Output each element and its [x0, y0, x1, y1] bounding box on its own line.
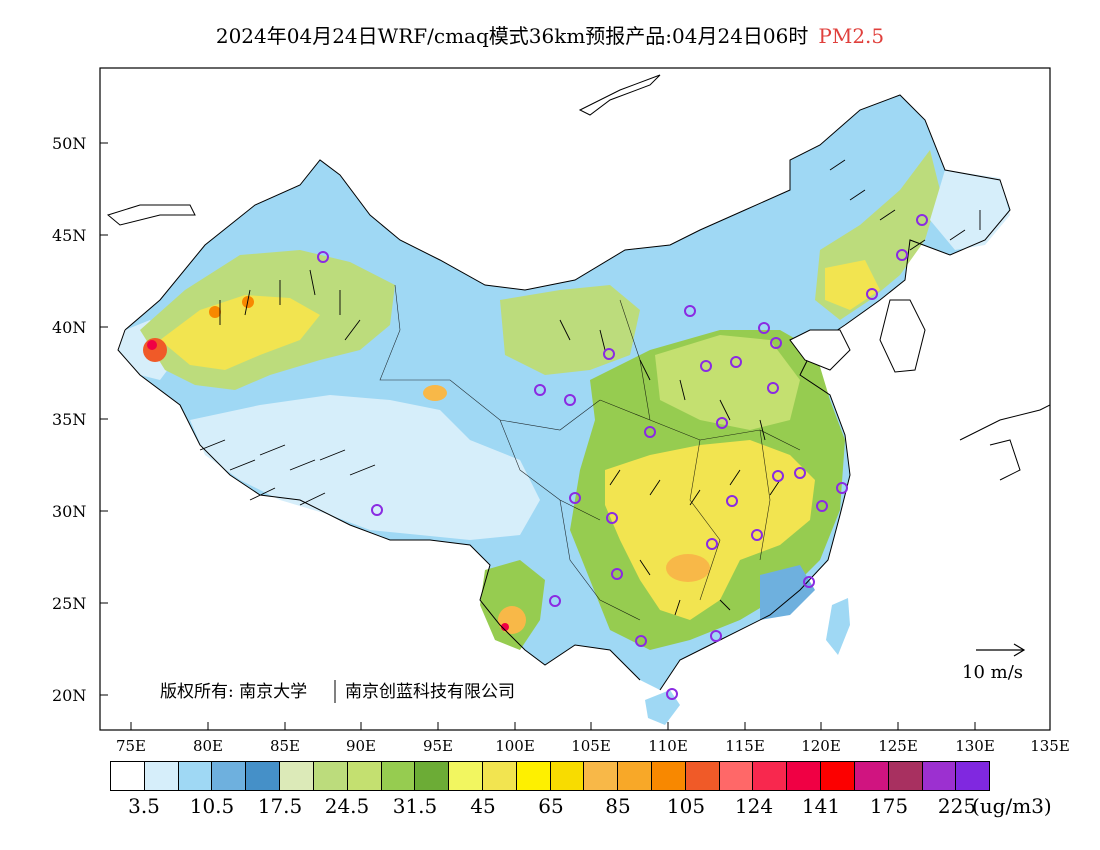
wind-reference-arrow — [976, 643, 1026, 657]
lon-label-135e: 135E — [1030, 737, 1070, 755]
legend-swatch-1 — [144, 762, 179, 790]
tibet-low-field — [190, 395, 540, 540]
legend-label-105: 105 — [666, 794, 706, 818]
legend-swatch-6 — [313, 762, 348, 790]
yunnan-green-field — [480, 560, 545, 650]
map-panel: 10 m/s 版权所有: 南京大学 南京创蓝科技有限公司 — [99, 67, 1051, 731]
legend-label-45: 45 — [470, 794, 496, 818]
lat-label-50n: 50N — [52, 134, 87, 153]
lon-label-130e: 130E — [955, 737, 995, 755]
legend-label-31-5: 31.5 — [392, 794, 438, 818]
legend-swatch-13 — [550, 762, 585, 790]
title-variable: PM2.5 — [818, 24, 885, 48]
bohai-coast — [789, 329, 851, 371]
legend-label-124: 124 — [734, 794, 774, 818]
xinjiang-hotspot-core — [147, 340, 157, 350]
korea-coast — [879, 299, 926, 373]
legend-swatch-3 — [212, 762, 247, 790]
legend-label-175: 175 — [869, 794, 909, 818]
lon-label-80e: 80E — [192, 737, 224, 755]
legend-swatch-19 — [753, 762, 788, 790]
legend-swatch-23 — [888, 762, 923, 790]
legend-swatch-21 — [821, 762, 855, 790]
legend-swatch-2 — [178, 762, 213, 790]
legend-label-24-5: 24.5 — [324, 794, 370, 818]
wind-vector-field — [199, 159, 981, 616]
siberia-coast — [578, 74, 661, 116]
xinjiang-hotspot-2 — [209, 306, 221, 318]
lon-label-125e: 125E — [878, 737, 918, 755]
lat-label-20n: 20N — [52, 686, 87, 705]
hunan-hotspot — [666, 554, 710, 582]
legend-label-65: 65 — [538, 794, 564, 818]
color-legend-bar — [110, 761, 990, 791]
north-china-light-green — [655, 335, 800, 430]
city-markers — [317, 214, 928, 700]
legend-label-3-5: 3.5 — [128, 794, 160, 818]
legend-label-225: 225 — [937, 794, 977, 818]
lat-label-35n: 35N — [52, 410, 87, 429]
legend-swatch-18 — [719, 762, 754, 790]
yunnan-hotspot-core — [501, 623, 509, 631]
legend-swatch-20 — [787, 762, 822, 790]
legend-swatch-16 — [652, 762, 686, 790]
lon-label-100e: 100E — [495, 737, 535, 755]
legend-label-141: 141 — [801, 794, 841, 818]
axis-ticks — [100, 142, 976, 730]
legend-swatch-12 — [516, 762, 551, 790]
legend-swatch-25 — [956, 762, 990, 790]
legend-label-85: 85 — [605, 794, 631, 818]
legend-label-17-5: 17.5 — [257, 794, 303, 818]
legend-swatch-11 — [482, 762, 517, 790]
qaidam-hotspot — [423, 385, 447, 401]
copyright-company: 南京创蓝科技有限公司 — [345, 682, 515, 702]
northeast-yellow-field — [825, 260, 880, 310]
northeast-outer-field — [930, 170, 1010, 250]
legend-swatch-10 — [449, 762, 483, 790]
legend-swatch-9 — [415, 762, 450, 790]
province-lines — [379, 284, 801, 621]
taiwan-island — [826, 598, 850, 655]
china-border — [124, 94, 1011, 331]
lon-label-85e: 85E — [269, 737, 301, 755]
legend-swatch-0 — [111, 762, 145, 790]
lon-label-90e: 90E — [345, 737, 377, 755]
lon-label-115e: 115E — [725, 737, 765, 755]
xinjiang-yellow-field — [160, 295, 320, 370]
legend-swatch-24 — [922, 762, 957, 790]
wind-reference-label: 10 m/s — [962, 662, 1023, 683]
legend-swatch-22 — [854, 762, 889, 790]
lon-label-120e: 120E — [801, 737, 841, 755]
legend-swatch-8 — [381, 762, 416, 790]
china-south-border — [117, 329, 641, 681]
south-coast-blue — [760, 565, 815, 620]
legend-swatch-4 — [246, 762, 281, 790]
balkhash-coast — [106, 204, 196, 226]
legend-swatch-7 — [347, 762, 382, 790]
legend-swatch-17 — [685, 762, 720, 790]
copyright-label: 版权所有: 南京大学 — [160, 682, 307, 702]
lon-label-105e: 105E — [571, 737, 611, 755]
map-title: 2024年04月24日WRF/cmaq模式36km预报产品:04月24日06时 P… — [0, 20, 1100, 49]
lat-label-25n: 25N — [52, 594, 87, 613]
legend-swatch-15 — [618, 762, 652, 790]
lat-label-30n: 30N — [52, 502, 87, 521]
lat-label-45n: 45N — [52, 226, 87, 245]
title-main: 2024年04月24日WRF/cmaq模式36km预报产品:04月24日06时 — [215, 24, 809, 48]
legend-swatch-5 — [280, 762, 314, 790]
legend-swatch-14 — [584, 762, 619, 790]
lon-label-75e: 75E — [115, 737, 147, 755]
japan-coast — [959, 404, 1050, 481]
lon-label-95e: 95E — [422, 737, 454, 755]
lat-label-40n: 40N — [52, 318, 87, 337]
legend-unit: (ug/m3) — [972, 794, 1052, 818]
legend-label-10-5: 10.5 — [189, 794, 235, 818]
lon-label-110e: 110E — [648, 737, 688, 755]
central-yellow-field — [605, 440, 815, 620]
